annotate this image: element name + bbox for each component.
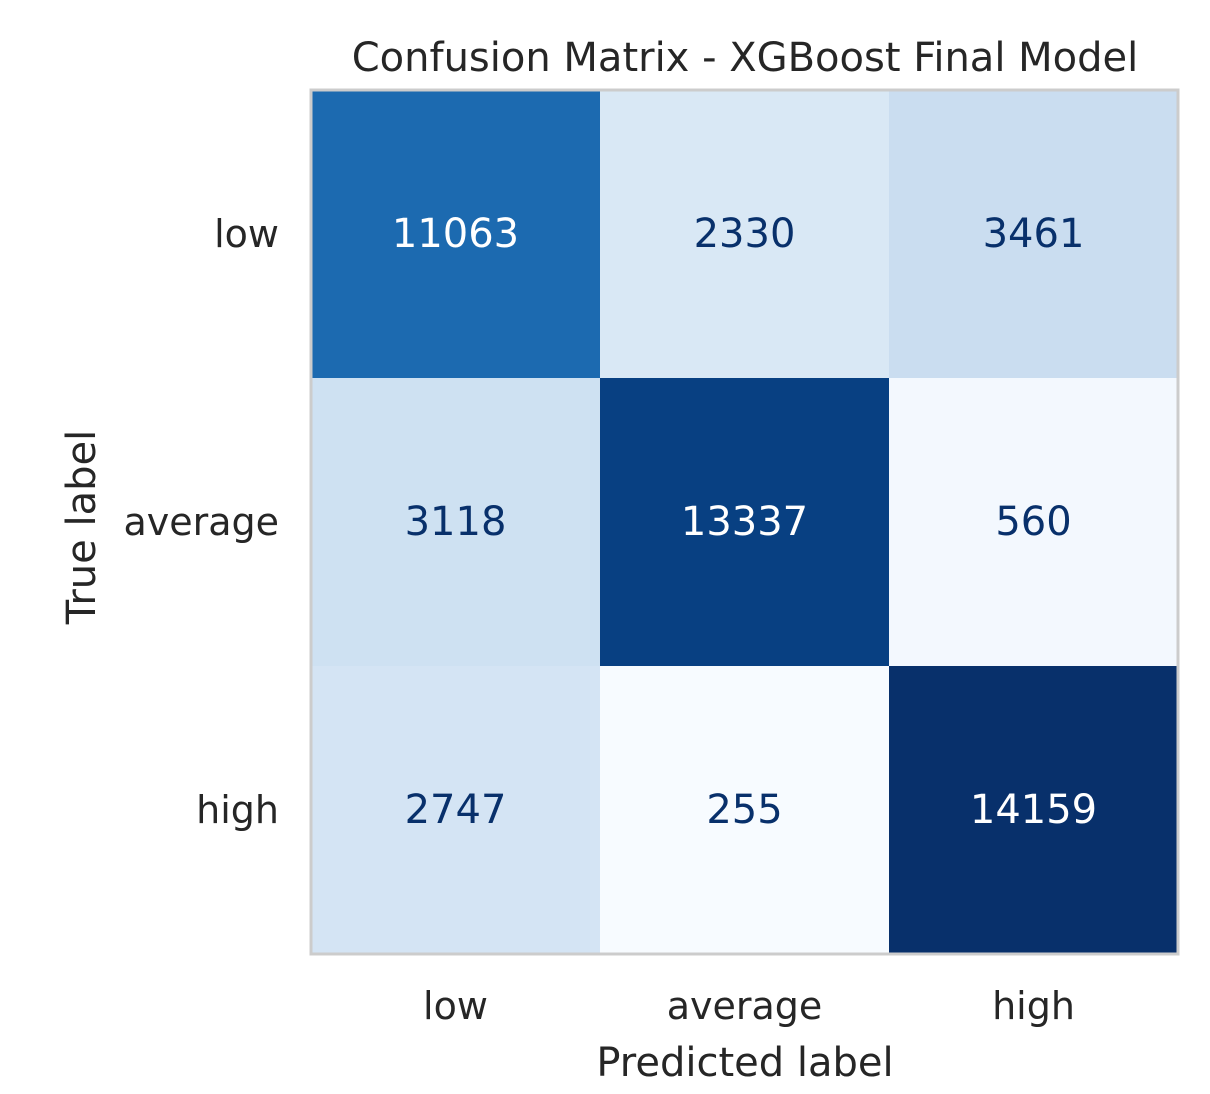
heatmap-cell bbox=[889, 378, 1179, 667]
cell-value-label: 11063 bbox=[392, 211, 519, 257]
heatmap-cell bbox=[311, 90, 601, 379]
heatmap-cell bbox=[889, 90, 1179, 379]
cell-value-label: 13337 bbox=[681, 499, 808, 545]
y-tick-label: low bbox=[214, 212, 279, 256]
heatmap-cell bbox=[600, 90, 890, 379]
heatmap-cell bbox=[889, 666, 1179, 955]
cell-value-label: 560 bbox=[995, 499, 1071, 545]
y-tick-label: high bbox=[196, 788, 279, 832]
plot-frame bbox=[309, 88, 1180, 956]
heatmap-cell bbox=[311, 666, 601, 955]
x-tick-label: high bbox=[992, 984, 1075, 1028]
cell-value-label: 2330 bbox=[694, 211, 796, 257]
x-tick-labels: low average high bbox=[423, 984, 1075, 1028]
cell-value-label: 3118 bbox=[405, 499, 507, 545]
heatmap-cell bbox=[600, 666, 890, 955]
y-tick-labels: low average high bbox=[123, 212, 279, 832]
heatmap-cell-labels: 11063 2330 3461 3118 13337 560 2747 255 14159 bbox=[392, 211, 1097, 833]
x-tick-label: low bbox=[423, 984, 488, 1028]
x-tick-label: average bbox=[667, 984, 823, 1028]
heatmap-cells bbox=[311, 90, 1179, 955]
heatmap-cell bbox=[600, 378, 890, 667]
cell-value-label: 2747 bbox=[405, 787, 507, 833]
heatmap-cell bbox=[311, 378, 601, 667]
chart-title: Confusion Matrix - XGBoost Final Model bbox=[352, 35, 1139, 81]
cell-value-label: 255 bbox=[706, 787, 782, 833]
cell-value-label: 3461 bbox=[983, 211, 1085, 257]
cell-value-label: 14159 bbox=[970, 787, 1097, 833]
y-tick-label: average bbox=[123, 500, 279, 544]
x-axis-label: Predicted label bbox=[596, 1040, 893, 1086]
y-axis-label: True label bbox=[59, 430, 105, 625]
